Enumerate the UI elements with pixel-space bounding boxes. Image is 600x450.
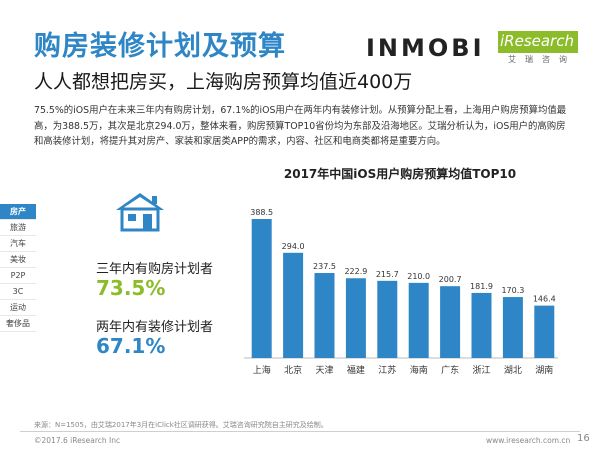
x-tick-label-5: 海南 [410, 364, 428, 376]
bar-2 [314, 273, 335, 358]
x-tick-label-3: 福建 [347, 364, 365, 376]
bar-6 [440, 286, 461, 358]
bar-value-label-5: 210.0 [407, 272, 430, 281]
x-tick-label-9: 湖南 [535, 364, 553, 376]
iresearch-logo-text: iResearch [500, 32, 574, 50]
bar-value-label-2: 237.5 [313, 262, 336, 271]
footer-url[interactable]: www.iresearch.com.cn [486, 436, 571, 445]
intro-paragraph: 75.5%的iOS用户在未来三年内有购房计划，67.1%的iOS用户在两年内有装… [34, 105, 567, 147]
copyright: ©2017.6 iResearch Inc [34, 436, 121, 445]
bar-value-label-1: 294.0 [282, 242, 305, 251]
renovate-plan-value: 67.1% [96, 334, 166, 358]
side-nav: 房产 旅游 汽车 美妆 P2P 3C 运动 奢侈品 [0, 204, 36, 332]
budget-bar-chart: 388.5 上海 294.0 北京 237.5 天津 222.9 福建 215.7 江苏 210.0… [244, 208, 558, 376]
x-tick-label-6: 广东 [441, 364, 459, 376]
buy-plan-value: 73.5% [96, 276, 166, 300]
bar-value-label-8: 170.3 [501, 286, 524, 295]
bar-9 [534, 305, 555, 358]
bar-8 [502, 297, 523, 358]
side-nav-item-luxury[interactable]: 奢侈品 [0, 316, 36, 332]
bar-5 [408, 282, 429, 358]
renovate-plan-label: 两年内有装修计划者 [96, 320, 214, 335]
side-nav-item-3c[interactable]: 3C [0, 284, 36, 300]
x-tick-label-2: 天津 [315, 365, 333, 376]
side-nav-item-realestate[interactable]: 房产 [0, 204, 36, 220]
inmobi-logo: INMOBI [366, 34, 485, 62]
bar-value-label-4: 215.7 [376, 270, 399, 279]
bar-7 [471, 292, 492, 358]
bar-value-label-6: 200.7 [439, 275, 462, 284]
bar-value-label-0: 388.5 [250, 208, 273, 217]
bar-value-label-7: 181.9 [470, 282, 493, 291]
house-icon [116, 193, 164, 232]
bar-value-label-9: 146.4 [533, 295, 556, 304]
side-nav-item-sports[interactable]: 运动 [0, 300, 36, 316]
bar-4 [377, 280, 398, 358]
x-tick-label-4: 江苏 [378, 364, 396, 376]
iresearch-logo: iResearch 艾瑞咨询 [498, 31, 578, 65]
bar-0 [251, 219, 272, 358]
x-tick-label-0: 上海 [253, 364, 271, 376]
page-subtitle: 人人都想把房买，上海购房预算均值近400万 [34, 71, 413, 93]
page-number: 16 [577, 433, 590, 444]
footer-divider [20, 431, 580, 432]
buy-plan-label: 三年内有购房计划者 [96, 262, 214, 277]
source-note: 来源：N=1505，由艾瑞2017年3月在iClick社区调研获得。艾瑞咨询研究… [34, 421, 328, 429]
x-tick-label-7: 浙江 [472, 364, 490, 376]
bar-value-label-3: 222.9 [344, 267, 367, 276]
side-nav-item-p2p[interactable]: P2P [0, 268, 36, 284]
page-title: 购房装修计划及预算 [34, 31, 286, 62]
chart-title: 2017年中国iOS用户购房预算均值TOP10 [283, 167, 517, 181]
side-nav-item-auto[interactable]: 汽车 [0, 236, 36, 252]
bar-1 [283, 252, 304, 358]
bar-3 [345, 278, 366, 358]
x-tick-label-8: 湖北 [504, 365, 522, 376]
side-nav-item-beauty[interactable]: 美妆 [0, 252, 36, 268]
side-nav-item-travel[interactable]: 旅游 [0, 220, 36, 236]
x-tick-label-1: 北京 [284, 364, 302, 376]
iresearch-logo-bar [498, 31, 578, 53]
iresearch-logo-cn: 艾瑞咨询 [508, 55, 576, 64]
